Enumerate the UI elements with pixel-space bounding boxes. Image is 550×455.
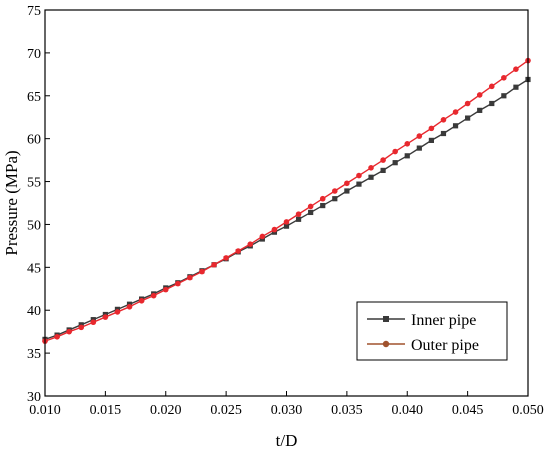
data-point-outer-pipe <box>319 195 326 202</box>
y-tick-label: 60 <box>27 133 41 148</box>
data-point-outer-pipe <box>187 274 193 281</box>
data-point-outer-pipe <box>102 314 109 320</box>
data-point-outer-pipe <box>464 100 471 107</box>
series-layer <box>42 57 531 344</box>
data-point-outer-pipe <box>247 241 254 247</box>
data-point-outer-pipe <box>380 157 386 163</box>
data-point-inner-pipe <box>368 174 374 180</box>
data-point-inner-pipe <box>404 153 410 159</box>
data-point-outer-pipe <box>90 319 97 326</box>
x-tick-label: 0.015 <box>90 403 122 418</box>
data-point-outer-pipe <box>162 286 169 293</box>
data-point-inner-pipe <box>428 137 434 143</box>
data-point-outer-pipe <box>114 309 121 315</box>
data-point-outer-pipe <box>259 233 266 240</box>
data-point-outer-pipe <box>392 148 398 155</box>
data-point-inner-pipe <box>380 167 386 174</box>
y-tick-label: 55 <box>27 176 41 191</box>
data-point-outer-pipe <box>488 83 495 90</box>
data-point-outer-pipe <box>126 303 133 310</box>
x-tick-label: 0.040 <box>392 403 424 418</box>
data-point-outer-pipe <box>223 255 229 261</box>
data-point-outer-pipe <box>235 248 241 254</box>
data-point-outer-pipe <box>283 219 290 225</box>
y-tick-label: 70 <box>27 47 41 62</box>
data-point-inner-pipe <box>416 145 422 151</box>
data-point-outer-pipe <box>175 280 181 287</box>
data-point-outer-pipe <box>199 268 205 275</box>
data-point-inner-pipe <box>465 115 471 121</box>
data-point-outer-pipe <box>78 324 85 331</box>
y-tick-label: 75 <box>27 4 41 19</box>
y-axis: 30 35 40 45 50 55 60 65 70 75 <box>27 4 50 405</box>
data-point-inner-pipe <box>295 216 302 222</box>
legend: Inner pipe Outer pipe <box>356 301 508 361</box>
data-point-inner-pipe <box>501 93 507 99</box>
legend-marker-outer-pipe <box>382 340 390 348</box>
x-tick-label: 0.025 <box>210 403 242 418</box>
data-point-outer-pipe <box>271 226 278 233</box>
data-point-outer-pipe <box>295 211 302 217</box>
y-tick-label: 35 <box>27 347 41 362</box>
x-tick-label: 0.050 <box>512 403 544 418</box>
x-tick-label: 0.010 <box>29 403 61 418</box>
legend-label-inner-pipe: Inner pipe <box>411 312 476 329</box>
legend-label-outer-pipe: Outer pipe <box>411 337 479 354</box>
data-point-outer-pipe <box>368 165 374 171</box>
y-tick-label: 50 <box>27 218 41 233</box>
data-point-outer-pipe <box>66 328 72 335</box>
data-point-inner-pipe <box>344 188 350 194</box>
x-tick-label: 0.035 <box>331 403 363 418</box>
data-point-inner-pipe <box>283 223 290 229</box>
data-point-inner-pipe <box>489 100 495 107</box>
y-tick-label: 40 <box>27 304 41 319</box>
data-point-inner-pipe <box>320 202 326 209</box>
legend-box <box>356 301 508 361</box>
data-point-outer-pipe <box>513 66 519 72</box>
data-point-outer-pipe <box>404 141 411 147</box>
x-tick-label: 0.020 <box>150 403 182 418</box>
y-tick-label: 45 <box>27 261 41 276</box>
data-point-inner-pipe <box>440 130 447 137</box>
x-tick-label: 0.045 <box>452 403 484 418</box>
data-point-outer-pipe <box>476 92 483 98</box>
data-point-outer-pipe <box>501 74 507 81</box>
data-point-inner-pipe <box>452 123 459 129</box>
data-point-inner-pipe <box>513 84 519 90</box>
data-point-inner-pipe <box>332 196 338 202</box>
data-point-outer-pipe <box>344 180 350 187</box>
data-point-outer-pipe <box>416 133 423 139</box>
data-point-outer-pipe <box>307 203 314 210</box>
data-point-outer-pipe <box>211 261 217 268</box>
data-point-outer-pipe <box>138 297 145 304</box>
data-point-outer-pipe <box>150 292 157 299</box>
data-point-outer-pipe <box>428 125 435 132</box>
data-point-outer-pipe <box>356 172 362 179</box>
y-tick-label: 65 <box>27 90 41 105</box>
data-point-outer-pipe <box>440 116 447 123</box>
data-point-inner-pipe <box>356 181 362 187</box>
y-axis-title: Pressure (MPa) <box>2 150 21 255</box>
data-point-inner-pipe <box>477 107 483 113</box>
data-point-outer-pipe <box>332 188 338 194</box>
data-point-outer-pipe <box>452 109 459 115</box>
data-point-inner-pipe <box>392 160 398 166</box>
x-axis: 0.010 0.015 0.020 0.025 0.030 0.035 0.040 0.045… <box>29 391 544 418</box>
y-tick-label: 30 <box>27 390 41 405</box>
legend-marker-inner-pipe <box>383 316 389 322</box>
data-point-inner-pipe <box>308 209 314 216</box>
x-tick-label: 0.030 <box>271 403 303 418</box>
data-point-outer-pipe <box>54 334 60 340</box>
x-axis-title: t/D <box>276 431 298 450</box>
